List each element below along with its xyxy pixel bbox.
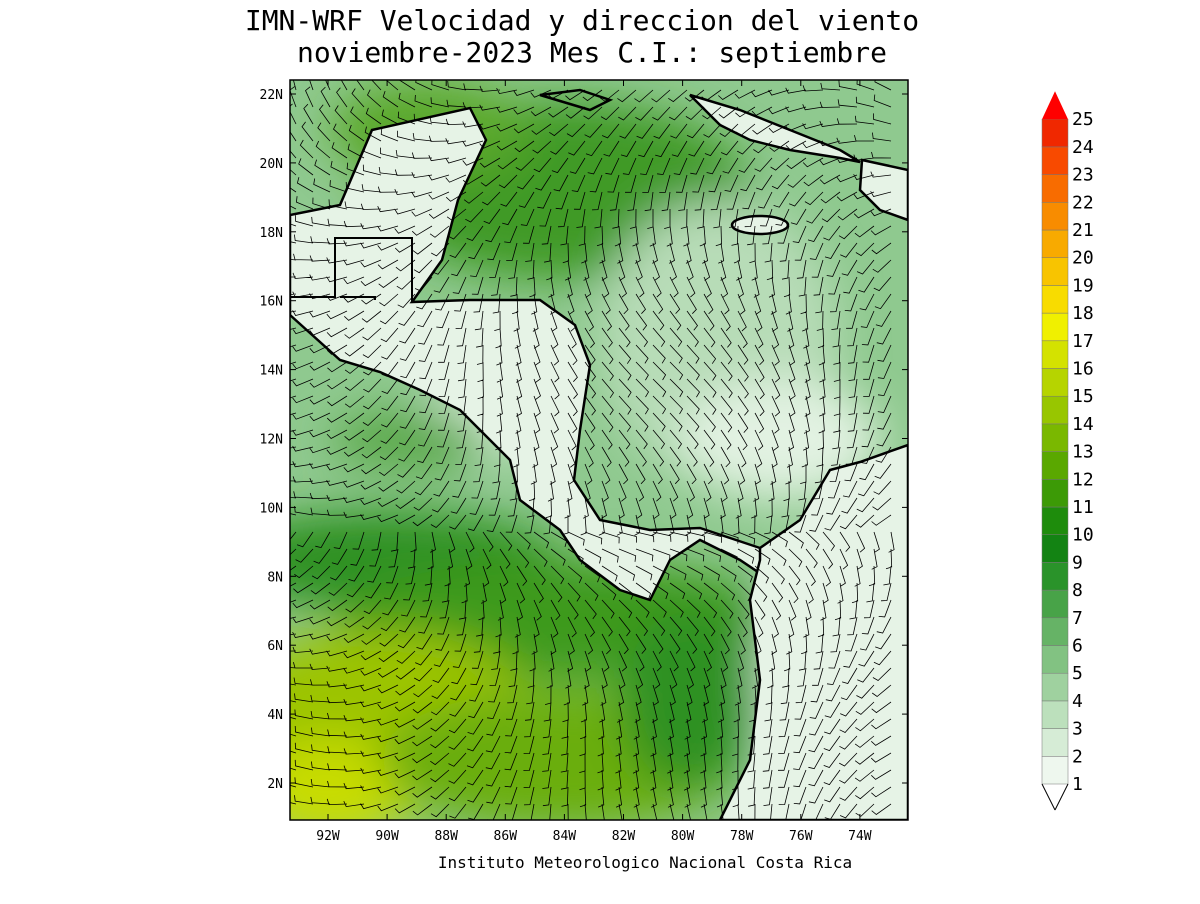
colorbar-band xyxy=(1041,534,1069,563)
colorbar-label: 23 xyxy=(1072,165,1094,186)
lon-label: 88W xyxy=(434,829,458,844)
colorbar-label: 14 xyxy=(1072,414,1094,435)
colorbar-label: 9 xyxy=(1072,552,1083,573)
lon-label: 76W xyxy=(789,829,813,844)
colorbar-label: 20 xyxy=(1072,248,1094,269)
colorbar-band xyxy=(1041,700,1069,729)
colorbar-label: 21 xyxy=(1072,220,1094,241)
map xyxy=(290,80,908,820)
title-line-2: noviembre-2023 Mes C.I.: septiembre xyxy=(297,36,887,69)
lat-label: 4N xyxy=(267,708,283,723)
lon-label: 82W xyxy=(612,829,636,844)
colorbar-band xyxy=(1041,506,1069,535)
colorbar-band xyxy=(1041,202,1069,231)
lon-label: 78W xyxy=(730,829,754,844)
colorbar-extend-top xyxy=(1042,91,1068,120)
lat-label: 8N xyxy=(267,570,283,585)
colorbar-label: 22 xyxy=(1072,192,1094,213)
colorbar-label: 16 xyxy=(1072,359,1094,380)
colorbar-band xyxy=(1041,368,1069,397)
lon-label: 90W xyxy=(375,829,399,844)
lat-label: 6N xyxy=(267,639,283,654)
colorbar-band xyxy=(1041,118,1069,148)
colorbar-band xyxy=(1041,728,1069,757)
colorbar-band xyxy=(1041,146,1069,175)
colorbar-label: 2 xyxy=(1072,746,1083,767)
colorbar-band xyxy=(1041,645,1069,674)
footer: Instituto Meteorologico Nacional Costa R… xyxy=(438,853,852,872)
colorbar-band xyxy=(1041,257,1069,286)
colorbar-label: 18 xyxy=(1072,303,1094,324)
colorbar-label: 7 xyxy=(1072,608,1083,629)
colorbar-band xyxy=(1041,340,1069,369)
colorbar-label: 13 xyxy=(1072,442,1094,463)
colorbar-label: 3 xyxy=(1072,719,1083,740)
colorbar-band xyxy=(1041,423,1069,452)
title-line-1: IMN-WRF Velocidad y direccion del viento xyxy=(245,4,919,37)
lat-label: 12N xyxy=(260,433,283,448)
colorbar-label: 24 xyxy=(1072,137,1094,158)
colorbar-label: 4 xyxy=(1072,691,1083,712)
lon-label: 92W xyxy=(316,829,340,844)
colorbar-band xyxy=(1041,229,1069,258)
lon-label: 74W xyxy=(848,829,872,844)
colorbar-band xyxy=(1041,174,1069,203)
colorbar-label: 5 xyxy=(1072,663,1083,684)
colorbar-label: 25 xyxy=(1072,109,1094,130)
lon-label: 86W xyxy=(494,829,518,844)
colorbar-band xyxy=(1041,562,1069,591)
lat-label: 10N xyxy=(260,501,283,516)
colorbar-band xyxy=(1041,617,1069,646)
colorbar-label: 10 xyxy=(1072,525,1094,546)
lat-label: 14N xyxy=(260,364,283,379)
colorbar-band xyxy=(1041,285,1069,314)
colorbar-label: 1 xyxy=(1072,774,1083,795)
colorbar-label: 19 xyxy=(1072,275,1094,296)
colorbar-band xyxy=(1041,479,1069,508)
colorbar-band xyxy=(1041,672,1069,702)
map-frame xyxy=(289,79,909,821)
colorbar-label: 17 xyxy=(1072,331,1094,352)
colorbar-band xyxy=(1041,395,1069,425)
lat-label: 22N xyxy=(260,88,283,103)
colorbar-label: 6 xyxy=(1072,636,1083,657)
wind-barbs xyxy=(290,80,895,820)
lat-label: 20N xyxy=(260,157,283,172)
colorbar-band xyxy=(1041,312,1069,342)
lat-label: 18N xyxy=(260,226,283,241)
barb-field xyxy=(290,80,895,820)
colorbar-label: 12 xyxy=(1072,469,1094,490)
colorbar-band xyxy=(1041,756,1069,785)
colorbar-band xyxy=(1041,451,1069,480)
colorbar-band xyxy=(1041,589,1069,619)
lat-label: 16N xyxy=(260,295,283,310)
colorbar-label: 11 xyxy=(1072,497,1094,518)
colorbar-label: 15 xyxy=(1072,386,1094,407)
colorbar-label: 8 xyxy=(1072,580,1083,601)
colorbar-extend-bottom xyxy=(1041,783,1069,811)
lon-label: 80W xyxy=(671,829,695,844)
lat-label: 2N xyxy=(267,777,283,792)
lon-label: 84W xyxy=(553,829,577,844)
